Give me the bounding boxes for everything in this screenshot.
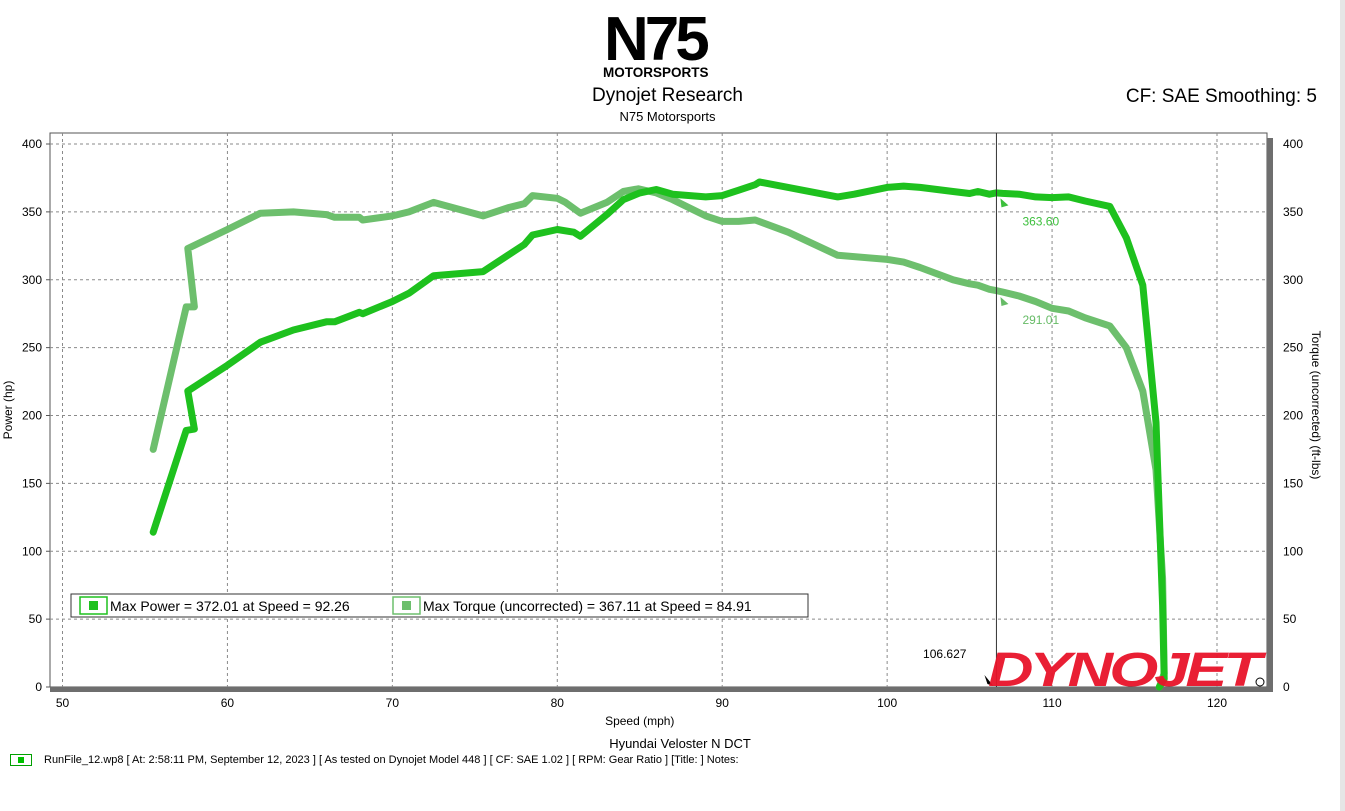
x-tick-label: 50 bbox=[56, 696, 70, 710]
power-legend-swatch bbox=[89, 601, 98, 610]
y-tick-label-left: 400 bbox=[22, 137, 42, 151]
chart-subtitle: N75 Motorsports bbox=[619, 109, 716, 124]
y-tick-label-left: 100 bbox=[22, 544, 42, 558]
y-tick-label-right: 300 bbox=[1283, 273, 1303, 287]
y-axis-title-left: Power (hp) bbox=[1, 381, 15, 440]
x-tick-label: 60 bbox=[221, 696, 235, 710]
x-tick-label: 90 bbox=[716, 696, 730, 710]
annotation-layer: 106.627 363.60 291.01 Max Power = 372.01 at… bbox=[70, 133, 1270, 697]
chart-title: Dynojet Research bbox=[591, 85, 744, 106]
y-tick-label-left: 50 bbox=[29, 612, 43, 626]
y-tick-label-left: 300 bbox=[22, 273, 42, 287]
torque-legend-swatch bbox=[402, 601, 411, 610]
y-tick-label-left: 0 bbox=[35, 680, 42, 694]
power-cursor-value: 363.60 bbox=[1022, 214, 1059, 228]
x-tick-label: 100 bbox=[877, 696, 897, 710]
power-series-line bbox=[149, 178, 1168, 691]
torque-legend-label: Max Torque (uncorrected) = 367.11 at Spe… bbox=[423, 598, 752, 614]
logo-main-text: N75 bbox=[604, 5, 708, 74]
cf-smoothing-label: CF: SAE Smoothing: 5 bbox=[1125, 86, 1317, 107]
y-tick-label-left: 150 bbox=[22, 476, 42, 490]
runfile-color-swatch[interactable] bbox=[10, 754, 32, 766]
legend[interactable]: Max Power = 372.01 at Speed = 92.26 Max T… bbox=[70, 593, 809, 618]
y-axis-title-right: Torque (uncorrected) (ft-lbs) bbox=[1309, 331, 1323, 480]
x-tick-label: 80 bbox=[551, 696, 565, 710]
runfile-row[interactable]: RunFile_12.wp8 [ At: 2:58:11 PM, Septemb… bbox=[10, 752, 739, 768]
x-axis-title: Speed (mph) bbox=[605, 714, 674, 728]
window-edge bbox=[1340, 0, 1345, 811]
y-tick-label-right: 350 bbox=[1283, 205, 1303, 219]
runfile-info: RunFile_12.wp8 [ At: 2:58:11 PM, Septemb… bbox=[44, 754, 739, 766]
bottom-axis-bar bbox=[50, 687, 1273, 692]
right-axis-bar bbox=[1267, 138, 1273, 692]
y-tick-label-right: 0 bbox=[1283, 680, 1290, 694]
torque-series-line bbox=[149, 185, 1168, 691]
y-tick-label-right: 200 bbox=[1283, 409, 1303, 423]
y-tick-label-right: 50 bbox=[1283, 612, 1297, 626]
y-tick-label-right: 100 bbox=[1283, 544, 1303, 558]
x-tick-label: 120 bbox=[1207, 696, 1227, 710]
x-tick-label: 70 bbox=[386, 696, 400, 710]
dynojet-brand-logo: DYNOJET bbox=[988, 644, 1267, 697]
y-tick-label-left: 350 bbox=[22, 205, 42, 219]
vehicle-label: Hyundai Veloster N DCT bbox=[609, 736, 751, 751]
logo-sub-text: MOTORSPORTS bbox=[603, 65, 709, 80]
y-tick-label-left: 250 bbox=[22, 341, 42, 355]
registered-mark-icon bbox=[1255, 677, 1265, 687]
y-tick-label-left: 200 bbox=[22, 409, 42, 423]
legend-box bbox=[70, 593, 809, 618]
n75-logo-graphic: N75 MOTORSPORTS bbox=[603, 5, 712, 80]
torque-cursor-marker bbox=[1000, 296, 1009, 306]
y-tick-label-right: 400 bbox=[1283, 137, 1303, 151]
cursor-value-label: 106.627 bbox=[923, 647, 967, 661]
power-legend-label: Max Power = 372.01 at Speed = 92.26 bbox=[110, 598, 350, 614]
n75-motorsports-logo: N75 MOTORSPORTS bbox=[600, 4, 735, 82]
series-layer bbox=[149, 178, 1168, 691]
torque-cursor-value: 291.01 bbox=[1022, 313, 1059, 327]
y-tick-label-right: 150 bbox=[1283, 476, 1303, 490]
cursor-arrow bbox=[984, 675, 994, 686]
x-tick-label: 110 bbox=[1043, 696, 1062, 710]
axes-layer: 0 0 50 50 100 100 150 150 200 200 250 250 300 300 350 3… bbox=[1, 137, 1323, 728]
power-cursor-marker bbox=[1000, 198, 1009, 208]
y-tick-label-right: 250 bbox=[1283, 341, 1303, 355]
